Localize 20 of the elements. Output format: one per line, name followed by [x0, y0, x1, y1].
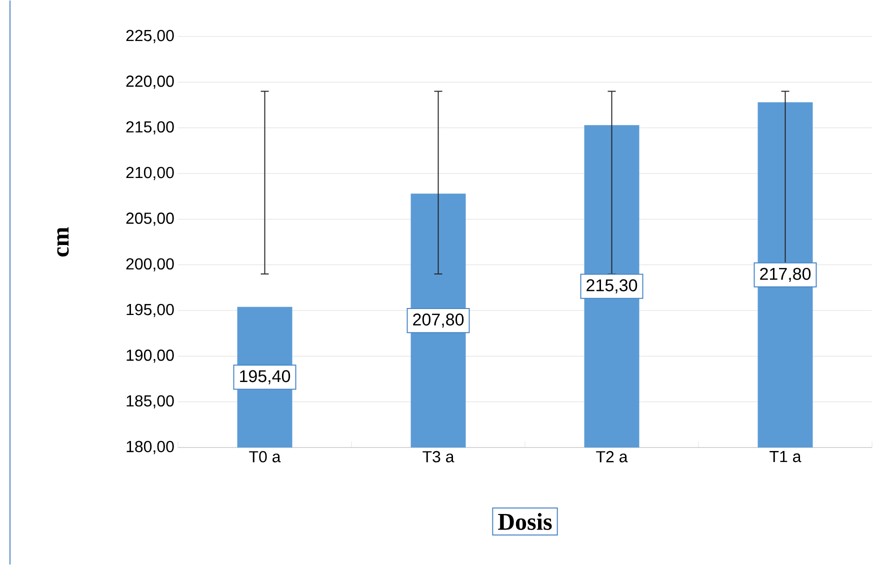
y-tick-label: 215,00: [126, 121, 174, 134]
x-tick-label: T1 a: [770, 451, 802, 462]
y-tick-label: 185,00: [126, 395, 174, 408]
y-tick-label: 200,00: [126, 258, 174, 272]
data-label: 207,80: [413, 314, 464, 328]
x-tick-label: T3 a: [422, 451, 454, 462]
y-tick-label: 225,00: [126, 30, 174, 44]
y-tick-label: 210,00: [126, 166, 174, 180]
y-tick-label: 195,00: [126, 304, 174, 318]
x-tick-label: T2 a: [596, 451, 628, 462]
data-label: 195,40: [240, 370, 290, 384]
y-tick-label: 220,00: [126, 76, 174, 89]
x-tick-label: T0 a: [249, 451, 281, 462]
x-axis-title: Dosis: [498, 513, 552, 530]
data-label: 217,80: [760, 268, 811, 282]
y-tick-label: 190,00: [126, 350, 174, 363]
data-label: 215,30: [586, 279, 638, 294]
y-axis-title: cm: [57, 227, 69, 257]
y-tick-label: 180,00: [126, 440, 174, 454]
y-tick-label: 205,00: [126, 212, 174, 226]
